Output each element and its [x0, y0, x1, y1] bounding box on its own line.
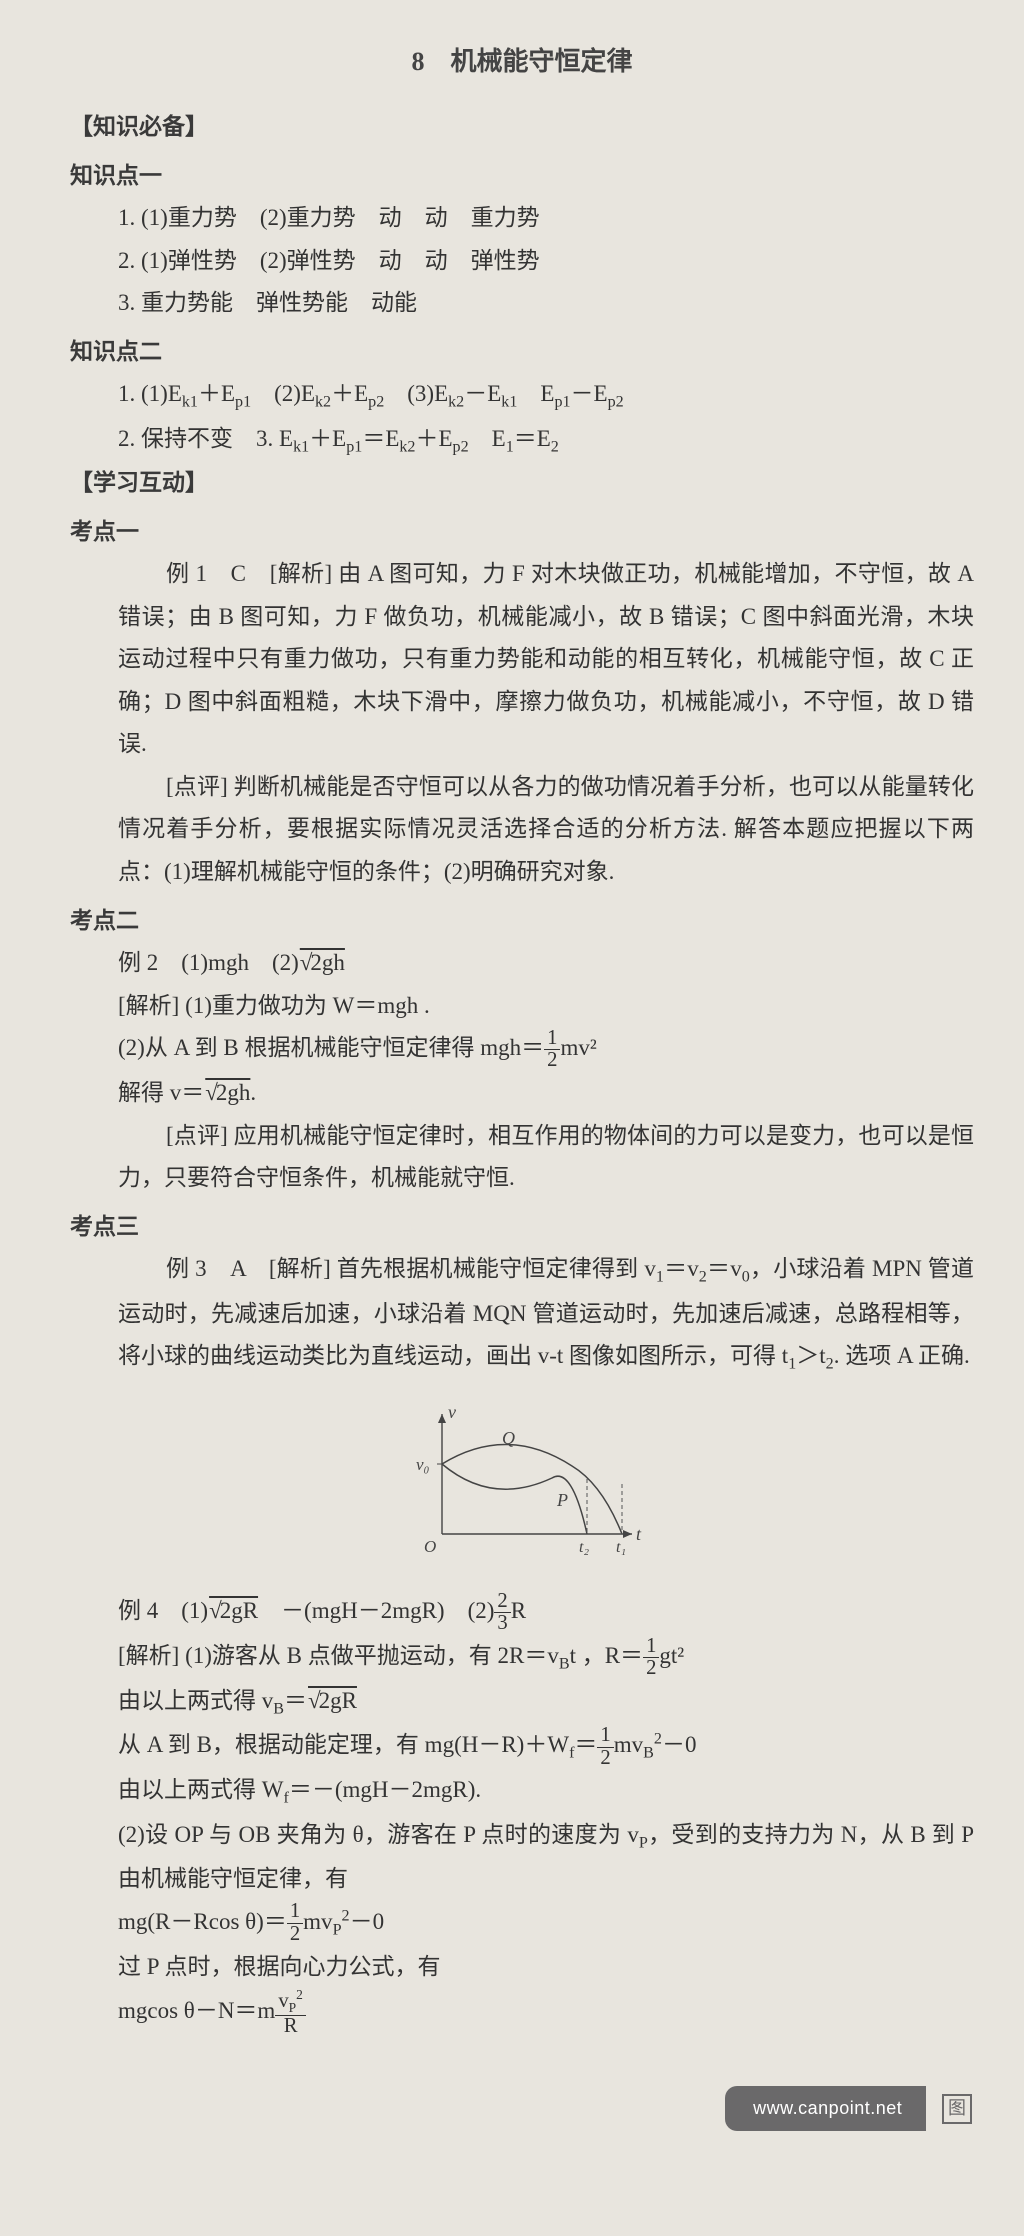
ex2-head: 例 2 (1)mgh (2)2gh: [70, 942, 974, 985]
ex4-line3: 从 A 到 B，根据动能定理，有 mg(H－R)＋Wf＝12mvB2－0: [70, 1724, 974, 1769]
svg-text:v: v: [448, 1402, 456, 1422]
knowledge-point2-label: 知识点二: [70, 331, 974, 374]
page-title: 8 机械能守恒定律: [70, 38, 974, 86]
svg-text:P: P: [556, 1490, 568, 1510]
footer-url-badge: www.canpoint.net: [725, 2086, 926, 2131]
svg-text:t: t: [636, 1524, 642, 1544]
footer: www.canpoint.net 图: [70, 2086, 974, 2131]
ex4-line4: 由以上两式得 Wf＝－(mgH－2mgR).: [70, 1769, 974, 1813]
ex2-solve: 解得 v＝2gh.: [70, 1072, 974, 1115]
kp2-line1: 1. (1)Ek1＋Ep1 (2)Ek2＋Ep2 (3)Ek2－Ek1 Ep1－…: [70, 373, 974, 417]
kp1-line2: 2. (1)弹性势 (2)弹性势 动 动 弹性势: [70, 240, 974, 283]
footer-logo-icon: 图: [942, 2094, 972, 2124]
kp1-line3: 3. 重力势能 弹性势能 动能: [70, 282, 974, 325]
kp2-line2: 2. 保持不变 3. Ek1＋Ep1＝Ek2＋Ep2 E1＝E2: [70, 418, 974, 462]
svg-text:t₂: t₂: [579, 1539, 589, 1556]
ex4-eq1: mg(R－Rcos θ)＝12mvP2－0: [70, 1901, 974, 1946]
ex4-line6: 过 P 点时，根据向心力公式，有: [70, 1946, 974, 1989]
ex4-line5: (2)设 OP 与 OB 夹角为 θ，游客在 P 点时的速度为 vP，受到的支持…: [70, 1814, 974, 1901]
svg-text:v₀: v₀: [416, 1455, 430, 1474]
ex2-eq: (2)从 A 到 B 根据机械能守恒定律得 mgh＝12mv²: [70, 1027, 974, 1072]
knowledge-section-label: 【知识必备】: [70, 106, 974, 149]
ex4-jx1: [解析] (1)游客从 B 点做平抛运动，有 2R＝vBt ，R＝12gt²: [70, 1635, 974, 1680]
ex4-head: 例 4 (1)2gR －(mgH－2mgR) (2)23R: [70, 1590, 974, 1635]
ex2-comment: [点评] 应用机械能守恒定律时，相互作用的物体间的力可以是变力，也可以是恒力，只…: [70, 1115, 974, 1200]
kp1-line1: 1. (1)重力势 (2)重力势 动 动 重力势: [70, 197, 974, 240]
ex3-text: 例 3 A [解析] 首先根据机械能守恒定律得到 v1＝v2＝v0，小球沿着 M…: [70, 1248, 974, 1379]
knowledge-point1-label: 知识点一: [70, 155, 974, 198]
svg-text:O: O: [424, 1537, 436, 1556]
kd1-label: 考点一: [70, 511, 974, 554]
svg-text:t₁: t₁: [616, 1539, 626, 1556]
ex4-eq2: mgcos θ－N＝mvP2R: [70, 1988, 974, 2038]
kd2-label: 考点二: [70, 900, 974, 943]
ex2-jx: [解析] (1)重力做功为 W＝mgh .: [70, 985, 974, 1028]
vt-chart: v t v₀ O Q Pt₂ t₁: [70, 1394, 974, 1579]
kd3-label: 考点三: [70, 1206, 974, 1249]
ex4-line2: 由以上两式得 vB＝2gR: [70, 1680, 974, 1724]
svg-text:Q: Q: [502, 1428, 515, 1448]
study-section-label: 【学习互动】: [70, 462, 974, 505]
ex1-comment: [点评] 判断机械能是否守恒可以从各力的做功情况着手分析，也可以从能量转化情况着…: [70, 766, 974, 894]
ex1-text: 例 1 C [解析] 由 A 图可知，力 F 对木块做正功，机械能增加，不守恒，…: [70, 553, 974, 766]
